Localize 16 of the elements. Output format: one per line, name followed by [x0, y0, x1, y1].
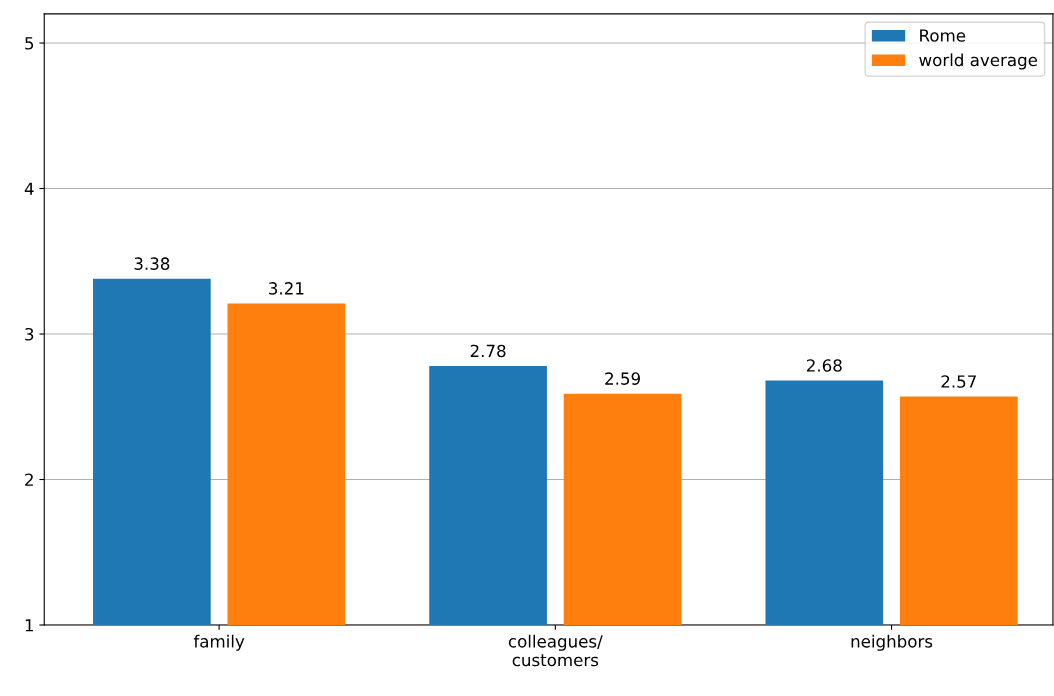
- y-tick-label: 4: [24, 182, 34, 195]
- data-label: 2.68: [806, 359, 842, 372]
- y-tick-label: 5: [25, 37, 34, 50]
- y-tick-label: 3: [25, 327, 34, 341]
- data-label: 2.59: [605, 372, 640, 385]
- x-tick-label: neighbors: [851, 634, 933, 651]
- data-label: 3.38: [134, 257, 170, 270]
- data-label: 2.57: [941, 375, 976, 388]
- legend-label: Rome: [920, 29, 966, 42]
- data-label: 3.21: [269, 282, 304, 295]
- data-label: 2.78: [470, 344, 506, 358]
- legend-label: world average: [919, 53, 1038, 70]
- y-tick-label: 1: [25, 619, 34, 632]
- y-tick-label: 2: [25, 473, 33, 486]
- x-tick-label: family: [193, 634, 245, 651]
- x-tick-label: colleagues/ customers: [508, 634, 603, 667]
